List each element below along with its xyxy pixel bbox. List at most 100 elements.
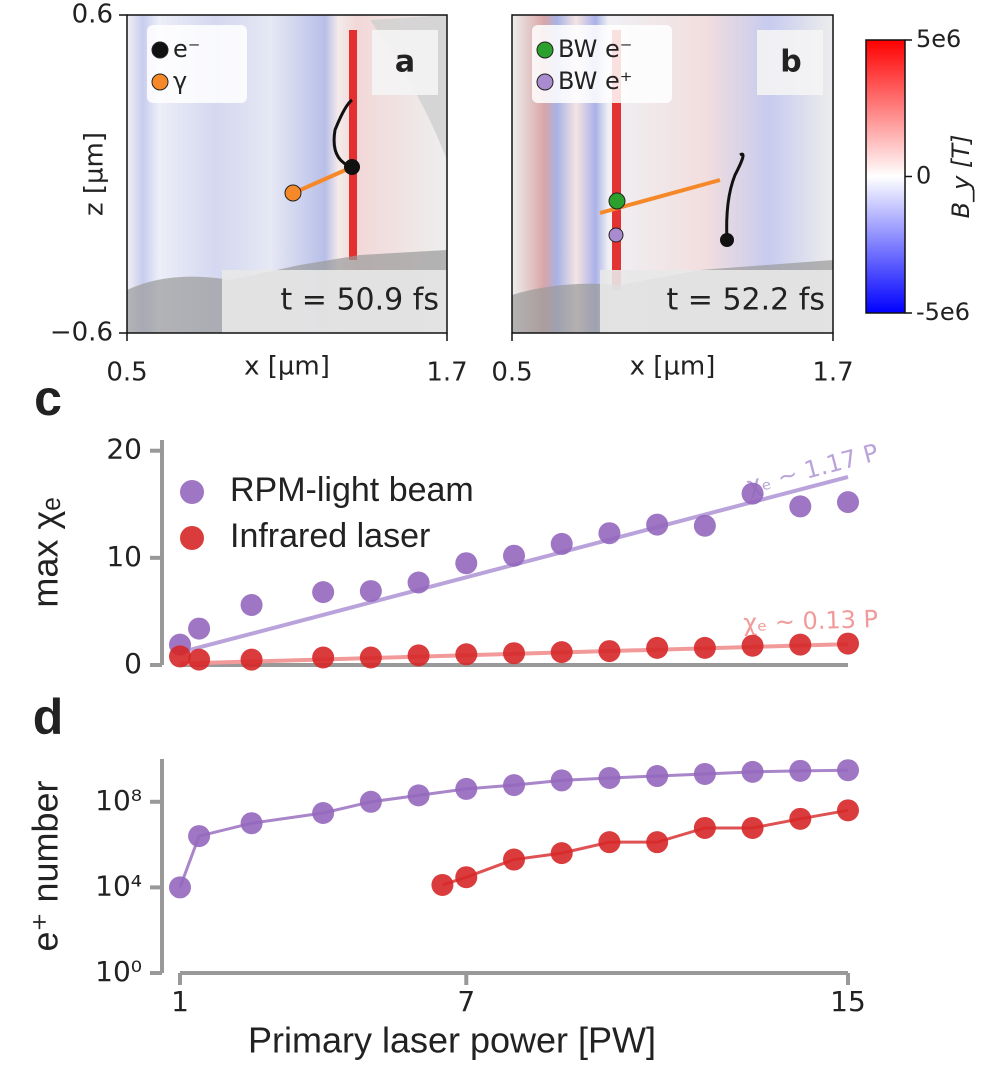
legend-label: BW e⁻ [558,35,632,63]
data-point [837,491,859,514]
data-point [359,580,382,603]
data-point [837,632,859,655]
data-point [741,760,764,783]
time-annotation: t = 50.9 fs [281,283,440,318]
data-point [789,633,812,656]
y-axis-label: z [µm] [80,132,110,216]
y-tick-label: 10⁸ [95,784,142,817]
colorbar-tick-label: 0 [916,162,931,190]
data-point [407,644,430,667]
data-point [789,495,812,518]
data-point [240,648,263,671]
data-point [693,816,716,839]
x-axis-label: x [µm] [630,352,716,382]
data-point [359,790,382,813]
data-point [169,876,191,899]
legend-label: BW e⁺ [558,67,632,95]
y-tick-label: 10⁴ [95,869,142,902]
y-tick-label: 10 [106,540,142,573]
data-point [550,641,573,664]
x-axis-label: x [µm] [244,352,330,382]
data-point [550,842,573,865]
data-point [407,784,430,807]
data-point [503,544,525,567]
data-point [188,617,211,640]
colorbar-label: B_y [T] [947,135,975,219]
data-point [455,866,478,889]
data-point [169,645,191,668]
colorbar-tick-label: -5e6 [916,298,970,326]
y-tick-label: 10⁰ [95,955,142,988]
panel-a-image [126,14,448,334]
panel-label: b [780,45,801,80]
data-point [741,816,764,839]
legend-marker [536,41,554,59]
x-tick-label: 1.7 [812,358,853,388]
data-point [503,642,525,665]
legend-marker [536,73,554,91]
y-tick-label: 0.6 [72,0,113,30]
fit-annotation: χₑ ~ 0.13 P [743,605,879,637]
data-point [693,514,716,537]
x-tick-label: 15 [830,985,866,1018]
data-point [312,801,335,824]
data-point [598,831,621,854]
y-tick-label: 20 [106,433,142,466]
data-point [741,482,764,505]
panel-label: c [34,370,62,426]
x-axis-label: Primary laser power [PW] [248,1020,656,1061]
legend-marker [151,73,169,91]
data-point [550,532,573,555]
colorbar [865,39,906,314]
data-point [455,777,478,800]
data-point [407,571,430,594]
data-point [312,646,335,669]
x-tick-label: 1.7 [426,358,467,388]
data-point [646,513,669,536]
data-point [598,766,621,789]
data-point [431,873,454,896]
legend-marker [151,41,169,59]
x-tick-label: 0.5 [106,358,147,388]
panel-label: a [395,45,415,80]
data-point [312,581,335,604]
y-axis-label: max χₑ [25,497,66,607]
data-point [789,759,812,782]
y-tick-label: 0 [124,647,142,680]
legend-marker [180,526,204,550]
data-point [240,812,263,835]
data-point [646,636,669,659]
panel-label: d [33,689,64,745]
time-annotation: t = 52.2 fs [667,283,826,318]
legend-label: RPM-light beam [230,471,474,509]
data-point [455,643,478,666]
data-point [837,799,859,822]
data-point [188,648,211,671]
data-point [240,594,263,616]
data-point [598,640,621,663]
fit-annotation: χₑ ~ 1.17 P [744,438,881,499]
data-point [693,636,716,659]
legend-label: e⁻ [173,35,200,63]
y-axis-label: e⁺ number [25,780,66,951]
data-point [646,831,669,854]
data-point [550,769,573,792]
data-point [359,646,382,669]
data-point [503,774,525,797]
y-tick-label: −0.6 [50,318,113,348]
series-line [441,808,849,887]
colorbar-tick-label: 5e6 [916,25,961,53]
data-point [646,765,669,788]
data-point [188,825,211,848]
legend-marker [180,480,204,504]
data-point [789,807,812,830]
data-point [837,759,859,782]
panel-b-image [511,14,834,334]
data-point [455,552,478,575]
legend-label: γ [173,67,187,95]
legend-label: Infrared laser [230,517,430,555]
x-tick-label: 1 [171,985,189,1018]
data-point [741,634,764,657]
